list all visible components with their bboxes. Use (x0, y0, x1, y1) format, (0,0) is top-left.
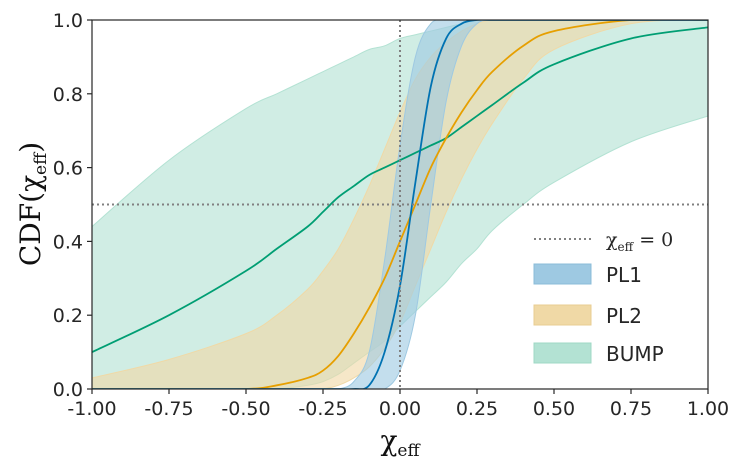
legend-swatch-bump (533, 342, 592, 364)
legend-label-bump: BUMP (606, 342, 664, 366)
y-tick-label: 1.0 (53, 10, 83, 32)
legend-swatch-pl1 (533, 263, 592, 285)
x-axis: -1.00 -0.75 -0.50 -0.25 0.00 0.25 0.50 0.75 1.00 (67, 389, 729, 420)
legend-ref-symbol: χ (606, 229, 618, 251)
y-axis-label-sub: eff (31, 151, 51, 175)
y-tick-label: 0.6 (53, 158, 83, 180)
x-tick-label: 0.50 (533, 398, 575, 420)
x-tick-label: -0.75 (144, 398, 193, 420)
x-tick-label: 0.75 (610, 398, 652, 420)
y-tick-label: 0.8 (53, 84, 83, 106)
x-tick-label: 0.00 (379, 398, 421, 420)
x-axis-label-symbol: χ (380, 424, 397, 457)
x-axis-label: χeff (380, 424, 421, 461)
x-tick-label: 1.00 (687, 398, 729, 420)
legend-ref-sub: eff (618, 240, 635, 254)
y-axis: 0.0 0.2 0.4 0.6 0.8 1.0 (53, 10, 92, 401)
x-tick-label: 0.25 (456, 398, 498, 420)
legend: χeff = 0 PL1 PL2 BUMP (533, 229, 673, 366)
legend-ref-line-label: χeff = 0 (606, 229, 673, 254)
band-pl1 (92, 20, 708, 389)
y-axis-label-prefix: CDF( (14, 192, 47, 266)
y-tick-label: 0.2 (53, 305, 83, 327)
y-tick-label: 0.0 (53, 379, 83, 401)
legend-label-pl2: PL2 (606, 304, 642, 328)
legend-swatch-pl2 (533, 304, 592, 326)
legend-label-pl1: PL1 (606, 263, 642, 287)
y-axis-label-suffix: ) (14, 142, 47, 153)
legend-ref-text: = 0 (633, 229, 673, 251)
y-tick-label: 0.4 (53, 231, 83, 253)
x-tick-label: -0.25 (298, 398, 347, 420)
x-axis-label-sub: eff (397, 441, 421, 461)
x-tick-label: -1.00 (67, 398, 116, 420)
x-tick-label: -0.50 (221, 398, 270, 420)
y-axis-label: CDF(χeff) (14, 142, 51, 266)
median-line-pl1 (92, 20, 708, 389)
y-axis-label-symbol: χ (14, 175, 47, 192)
confidence-bands (92, 20, 708, 389)
reference-lines (92, 20, 708, 389)
